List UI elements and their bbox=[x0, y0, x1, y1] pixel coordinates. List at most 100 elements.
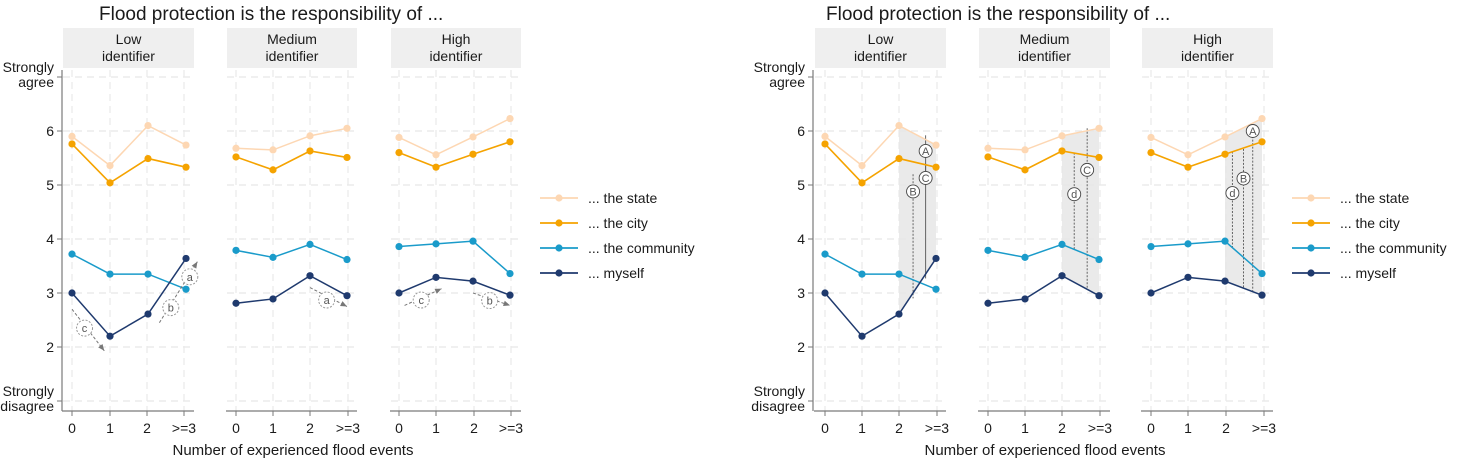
gap-marker-circle bbox=[1080, 162, 1095, 177]
data-point bbox=[106, 179, 114, 187]
panel-strip-label-line: identifier bbox=[266, 48, 319, 64]
data-point bbox=[144, 122, 152, 130]
data-point bbox=[1147, 133, 1155, 142]
series-line-2 bbox=[71, 253, 187, 290]
x-tick-label: 1 bbox=[1184, 420, 1192, 436]
data-point bbox=[506, 291, 514, 299]
x-tick-label: 0 bbox=[232, 420, 240, 436]
panel-medium: Medium identifier 0 1 2 >=3 a bbox=[226, 28, 360, 436]
data-point bbox=[821, 289, 829, 297]
data-point bbox=[1221, 150, 1229, 158]
annotation-label: c bbox=[82, 323, 88, 335]
data-point bbox=[984, 153, 992, 161]
series-line-1 bbox=[235, 150, 348, 171]
data-point bbox=[1058, 132, 1066, 140]
series-line-1 bbox=[987, 150, 1100, 171]
data-point bbox=[932, 254, 940, 263]
y-tick-label: 2 bbox=[46, 339, 54, 355]
gap-marker-label: B bbox=[909, 186, 916, 198]
legend-label: ... the city bbox=[588, 215, 648, 231]
y-tick-label-line: Strongly bbox=[754, 383, 805, 399]
legend-marker bbox=[1307, 194, 1315, 202]
data-point bbox=[68, 289, 76, 297]
data-point bbox=[1258, 138, 1266, 146]
gap-marker-circle bbox=[1067, 187, 1082, 202]
data-point bbox=[182, 285, 190, 293]
data-point bbox=[1221, 133, 1229, 141]
data-point bbox=[895, 310, 903, 318]
gap-marker-circle bbox=[918, 144, 933, 158]
series-line-0 bbox=[235, 127, 348, 151]
x-tick-label: 2 bbox=[470, 420, 478, 436]
legend: ... the state ... the city ... the communi… bbox=[540, 190, 695, 281]
series-line-3 bbox=[398, 276, 511, 296]
series-line-3 bbox=[71, 258, 187, 338]
series-line-3 bbox=[824, 258, 937, 338]
data-point bbox=[1258, 269, 1266, 278]
annotation-arrowhead bbox=[98, 344, 105, 351]
data-point bbox=[343, 124, 351, 132]
y-tick-label: Strongly disagree bbox=[0, 383, 54, 414]
data-point bbox=[343, 292, 351, 300]
x-tick-label: 2 bbox=[143, 420, 151, 436]
data-point bbox=[395, 289, 403, 297]
data-point bbox=[269, 253, 277, 261]
series-line-1 bbox=[398, 141, 511, 169]
gap-marker-circle bbox=[1225, 186, 1240, 201]
data-point bbox=[432, 163, 440, 171]
data-point bbox=[821, 140, 829, 148]
x-tick-label: 0 bbox=[984, 420, 992, 436]
data-point bbox=[858, 161, 866, 170]
data-point bbox=[821, 250, 829, 258]
x-tick-label: 2 bbox=[1058, 420, 1066, 436]
legend-label: ... the community bbox=[1340, 240, 1447, 256]
annotation-label: b bbox=[168, 303, 174, 315]
x-tick-label: 1 bbox=[269, 420, 277, 436]
panel-strip-label: Low identifier bbox=[102, 31, 155, 64]
data-point bbox=[1184, 273, 1192, 281]
annotation-circle bbox=[76, 319, 94, 337]
data-point bbox=[984, 299, 992, 307]
data-point bbox=[144, 310, 152, 318]
panel-strip bbox=[815, 28, 946, 68]
data-point bbox=[144, 270, 152, 278]
data-point bbox=[984, 246, 992, 254]
panel-strip-label-line: High bbox=[442, 31, 471, 47]
series-line-0 bbox=[71, 124, 187, 167]
x-tick-label: >=3 bbox=[1252, 420, 1276, 436]
series-line-0 bbox=[398, 117, 511, 156]
legend-marker bbox=[1307, 244, 1315, 252]
annotation-circle bbox=[412, 291, 430, 309]
x-axis-title: Number of experienced flood events bbox=[173, 442, 414, 459]
annotation-label: a bbox=[187, 272, 194, 284]
y-tick-label: 5 bbox=[46, 177, 54, 193]
x-tick-label: 2 bbox=[306, 420, 314, 436]
x-tick-label: 2 bbox=[1222, 420, 1230, 436]
data-point bbox=[269, 295, 277, 303]
gap-marker-label: A bbox=[922, 146, 930, 158]
data-point bbox=[1184, 240, 1192, 248]
data-point bbox=[306, 147, 314, 155]
series-line-1 bbox=[71, 143, 187, 184]
legend: ... the state ... the city ... the communi… bbox=[1292, 190, 1447, 281]
data-point bbox=[895, 270, 903, 278]
legend-marker bbox=[555, 219, 563, 227]
data-point bbox=[858, 179, 866, 187]
y-tick-label-line: disagree bbox=[0, 398, 54, 414]
legend-label: ... myself bbox=[588, 265, 644, 281]
series-line-1 bbox=[1150, 141, 1263, 169]
data-point bbox=[68, 132, 76, 140]
x-tick-label: 1 bbox=[858, 420, 866, 436]
legend-marker bbox=[555, 194, 563, 202]
panel-strip-label-line: High bbox=[1193, 31, 1222, 47]
series-line-2 bbox=[235, 243, 348, 261]
annotation-circle bbox=[181, 268, 199, 286]
data-point bbox=[306, 272, 314, 280]
y-tick-label: 3 bbox=[46, 285, 54, 301]
panel-strip-label-line: identifier bbox=[854, 48, 907, 64]
y-tick-label: Strongly agree bbox=[3, 59, 55, 90]
data-point bbox=[182, 141, 190, 149]
data-point bbox=[1095, 292, 1103, 300]
data-point bbox=[1021, 166, 1029, 174]
